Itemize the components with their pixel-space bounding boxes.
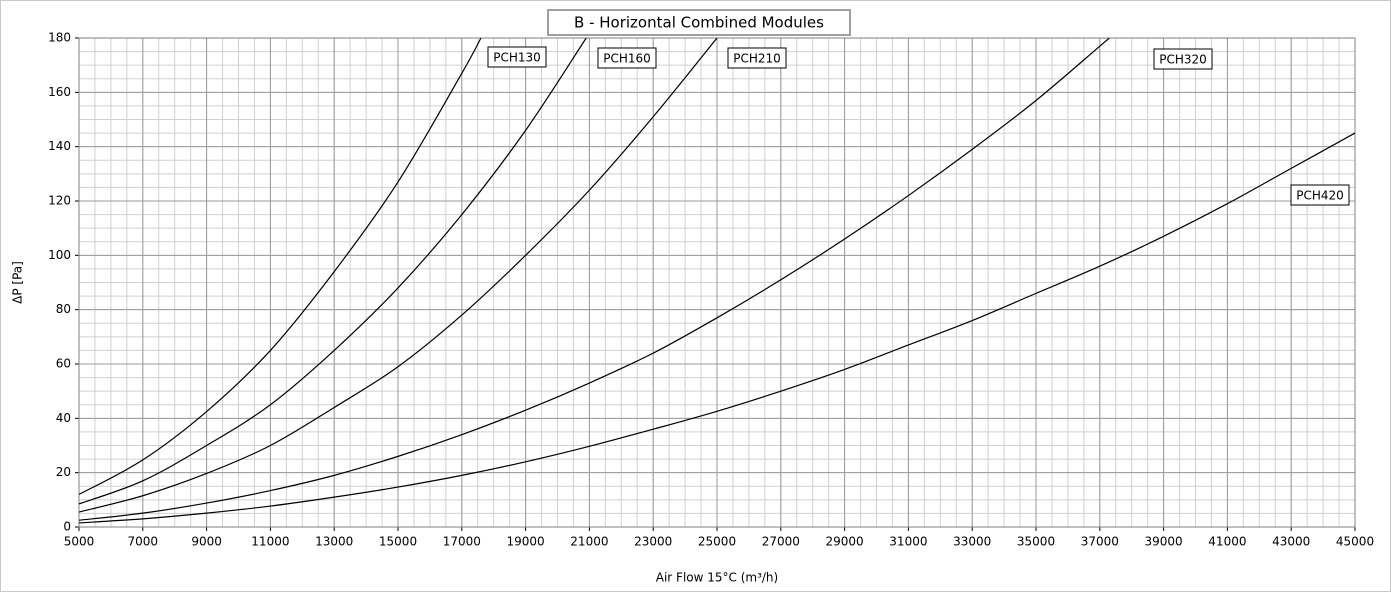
x-tick-label: 27000: [762, 535, 800, 549]
x-tick-label: 23000: [634, 535, 672, 549]
y-tick-label: 40: [56, 411, 71, 425]
y-tick-label: 0: [63, 520, 71, 534]
y-axis-label: ΔP [Pa]: [11, 261, 25, 304]
title-box: [547, 9, 851, 36]
series-line: [79, 38, 587, 505]
x-tick-label: 35000: [1017, 535, 1055, 549]
y-tick-label: 20: [56, 465, 71, 479]
x-tick-label: 41000: [1208, 535, 1246, 549]
x-tick-label: 15000: [379, 535, 417, 549]
x-tick-label: 39000: [1145, 535, 1183, 549]
x-tick-label: 19000: [507, 535, 545, 549]
legend-box: [487, 46, 547, 68]
series-label: PCH420: [1296, 189, 1344, 203]
x-tick-label: 37000: [1081, 535, 1119, 549]
legend-box: [597, 47, 657, 69]
y-tick-label: 80: [56, 302, 71, 316]
x-tick-label: 25000: [698, 535, 736, 549]
x-tick-label: 9000: [191, 535, 222, 549]
series-line: [79, 38, 1110, 521]
y-tick-label: 180: [48, 31, 71, 45]
series-line: [79, 132, 1355, 524]
x-axis-label: Air Flow 15°C (m³/h): [656, 571, 778, 585]
x-tick-label: 33000: [953, 535, 991, 549]
series-label: PCH320: [1159, 53, 1207, 67]
x-tick-label: 13000: [315, 535, 353, 549]
x-tick-label: 43000: [1272, 535, 1310, 549]
series-line: [79, 38, 482, 495]
series-line: [79, 38, 718, 513]
x-tick-label: 17000: [443, 535, 481, 549]
x-tick-label: 45000: [1336, 535, 1374, 549]
x-tick-label: 5000: [64, 535, 95, 549]
legend-box: [1290, 184, 1350, 206]
series-label: PCH210: [733, 52, 781, 66]
x-tick-label: 31000: [889, 535, 927, 549]
x-tick-label: 21000: [570, 535, 608, 549]
y-tick-label: 160: [48, 85, 71, 99]
x-tick-label: 11000: [251, 535, 289, 549]
series-label: PCH130: [493, 51, 541, 65]
y-tick-label: 140: [48, 139, 71, 153]
x-tick-label: 29000: [826, 535, 864, 549]
chart-title: B - Horizontal Combined Modules: [574, 14, 824, 32]
series-label: PCH160: [603, 52, 651, 66]
x-tick-label: 7000: [128, 535, 159, 549]
legend-box: [1153, 48, 1213, 70]
y-tick-label: 100: [48, 248, 71, 262]
y-tick-label: 60: [56, 357, 71, 371]
legend-box: [727, 47, 787, 69]
y-tick-label: 120: [48, 194, 71, 208]
